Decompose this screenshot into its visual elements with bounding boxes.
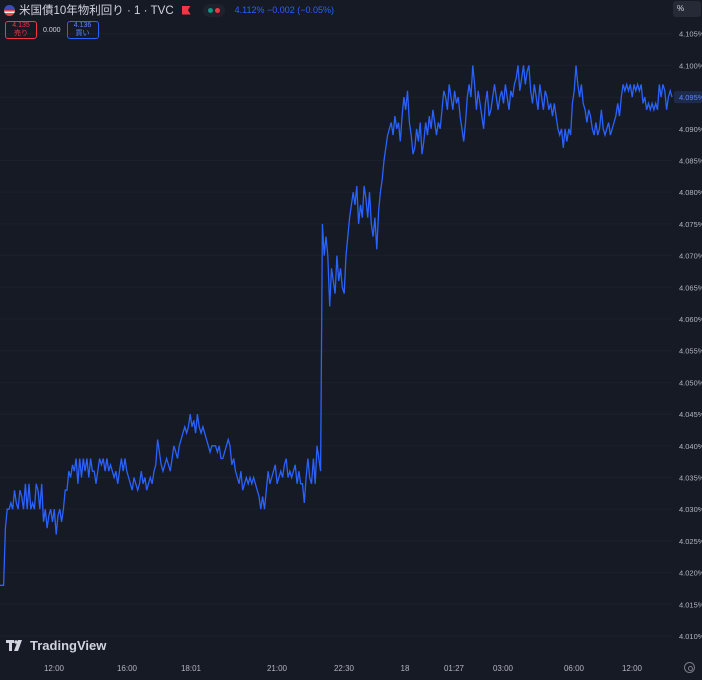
us-flag-icon bbox=[4, 4, 15, 16]
last-quote: 4.112% −0.002 (−0.05%) bbox=[234, 5, 335, 15]
time-axis: 12:00 16:00 18:01 21:00 22:30 18 01:27 03:00 06:… bbox=[44, 664, 643, 673]
y-tick-label: 4.085% bbox=[679, 157, 702, 166]
y-tick-label: 4.015% bbox=[679, 600, 702, 609]
x-tick-label: 03:00 bbox=[493, 664, 514, 673]
symbol-header[interactable]: 米国債10年物利回り · 1 · TVC 4.112% −0.002 (−0.0… bbox=[4, 3, 334, 17]
chart-grid bbox=[0, 33, 672, 637]
tradingview-logo-icon bbox=[6, 639, 22, 651]
percent-scale-button[interactable]: % bbox=[673, 1, 701, 17]
red-dot-icon bbox=[214, 7, 220, 13]
x-tick-label: 21:00 bbox=[267, 664, 288, 673]
y-tick-label: 4.100% bbox=[679, 61, 702, 70]
buy-button[interactable]: 4.136 買い bbox=[66, 21, 99, 39]
y-tick-label: 4.070% bbox=[679, 252, 702, 261]
y-tick-label: 4.040% bbox=[679, 442, 702, 451]
x-tick-label: 06:00 bbox=[564, 664, 585, 673]
y-tick-label: 4.090% bbox=[679, 125, 702, 134]
y-tick-label: 4.045% bbox=[679, 410, 702, 419]
yield-line-series bbox=[0, 65, 673, 586]
x-tick-label: 12:00 bbox=[622, 664, 643, 673]
last-value-label: 4.095% bbox=[679, 93, 702, 102]
x-tick-label: 16:00 bbox=[117, 664, 138, 673]
last-value-marker: 4.095% bbox=[674, 91, 702, 104]
y-tick-label: 4.080% bbox=[679, 188, 702, 197]
spread-value: 0.000 bbox=[43, 26, 61, 34]
x-tick-label: 18:01 bbox=[181, 664, 202, 673]
sell-label: 売り bbox=[14, 30, 28, 37]
y-tick-label: 4.050% bbox=[679, 378, 702, 387]
buy-price: 4.136 bbox=[73, 22, 92, 29]
trade-panel: 4.135 売り 0.000 4.136 買い bbox=[5, 21, 99, 39]
y-tick-label: 4.035% bbox=[679, 474, 702, 483]
x-tick-label: 01:27 bbox=[444, 664, 465, 673]
market-status-pill[interactable] bbox=[202, 3, 225, 17]
sell-button[interactable]: 4.135 売り bbox=[5, 21, 37, 39]
y-tick-label: 4.075% bbox=[679, 220, 702, 229]
price-axis: 4.105% 4.100% 4.095% 4.090% 4.085% 4.080% 4.07… bbox=[679, 30, 702, 641]
y-tick-label: 4.055% bbox=[679, 347, 702, 356]
sell-price: 4.135 bbox=[12, 22, 30, 29]
y-tick-label: 4.065% bbox=[679, 283, 702, 292]
settings-gear-icon[interactable] bbox=[684, 662, 695, 673]
y-tick-label: 4.010% bbox=[679, 632, 702, 641]
y-tick-label: 4.020% bbox=[679, 569, 702, 578]
y-tick-label: 4.030% bbox=[679, 505, 702, 514]
brand-name: TradingView bbox=[30, 638, 107, 653]
y-tick-label: 4.025% bbox=[679, 537, 702, 546]
tradingview-logo[interactable]: TradingView bbox=[6, 638, 106, 653]
last-value-badge bbox=[674, 91, 702, 104]
symbol-title: 米国債10年物利回り · 1 · TVC bbox=[19, 5, 174, 17]
x-tick-label: 18 bbox=[401, 664, 410, 673]
y-tick-label: 4.060% bbox=[679, 315, 702, 324]
x-tick-label: 12:00 bbox=[44, 664, 65, 673]
green-dot-icon bbox=[207, 7, 213, 13]
buy-label: 買い bbox=[75, 30, 90, 37]
y-tick-label: 4.105% bbox=[679, 30, 702, 39]
x-tick-label: 22:30 bbox=[334, 664, 355, 673]
red-flag-icon[interactable] bbox=[181, 5, 191, 15]
